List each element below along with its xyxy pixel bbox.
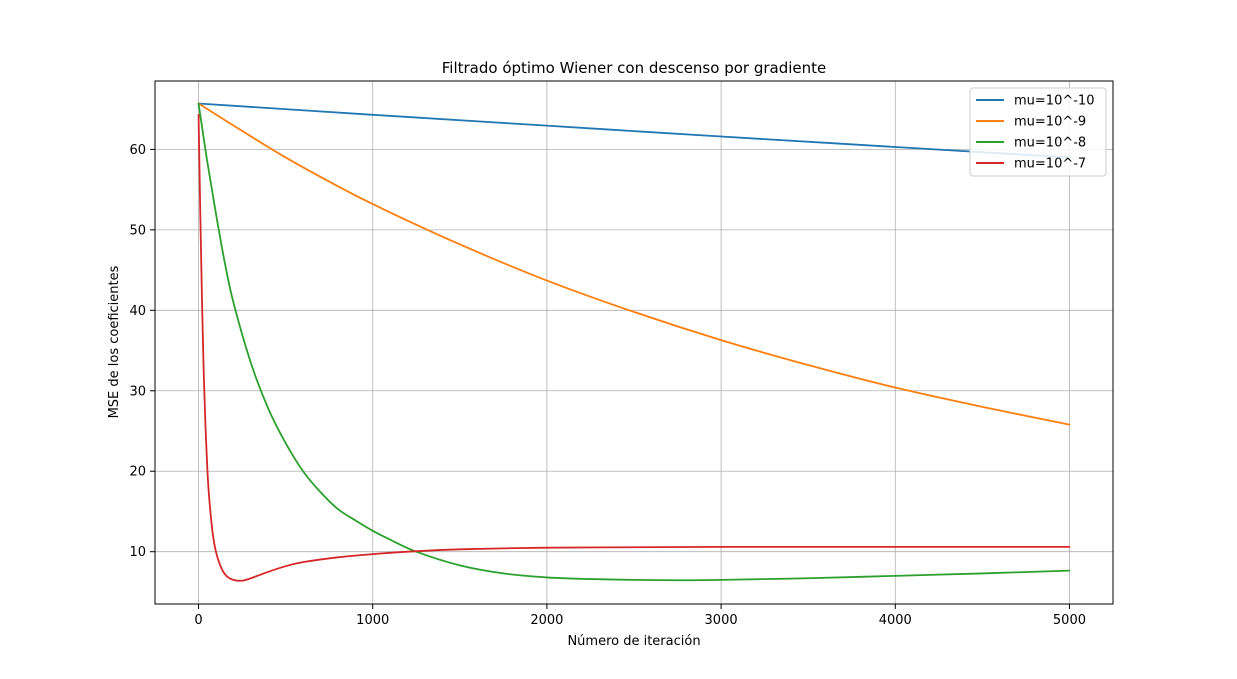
x-tick-label: 1000 — [356, 613, 389, 628]
series-line-3 — [197, 113, 1071, 582]
legend-label: mu=10^-8 — [1014, 136, 1086, 151]
legend-label: mu=10^-10 — [1014, 94, 1094, 109]
legend-box — [969, 87, 1107, 177]
y-tick-label: 10 — [129, 545, 146, 560]
chart-title: Filtrado óptimo Wiener con descenso por … — [442, 59, 827, 77]
x-tick-label: 2000 — [530, 613, 563, 628]
grid — [155, 81, 1113, 604]
y-tick-label: 60 — [129, 143, 146, 158]
legend-label: mu=10^-9 — [1014, 115, 1086, 130]
x-tick-label: 3000 — [705, 613, 738, 628]
legend-label: mu=10^-7 — [1014, 157, 1086, 172]
plot-frame — [154, 80, 1114, 605]
y-tick-label: 20 — [129, 465, 146, 480]
series-line-2 — [197, 102, 1071, 582]
y-tick-label: 30 — [129, 384, 146, 399]
x-tick-label: 4000 — [879, 613, 912, 628]
ticks: 0 1000 2000 3000 4000 5000 10 20 30 40 50 60 — [129, 143, 1086, 628]
y-tick-label: 50 — [129, 223, 146, 238]
x-tick-label: 0 — [194, 613, 202, 628]
y-axis-label: MSE de los coeficientes — [107, 265, 122, 418]
x-tick-label: 5000 — [1053, 613, 1086, 628]
series-lines — [197, 102, 1071, 582]
legend: mu=10^-10 mu=10^-9 mu=10^-8 mu=10^-7 — [969, 87, 1107, 177]
series-line-1 — [197, 102, 1071, 426]
y-tick-label: 40 — [129, 304, 146, 319]
series-line-0 — [197, 102, 1071, 159]
x-axis-label: Número de iteración — [567, 634, 700, 649]
